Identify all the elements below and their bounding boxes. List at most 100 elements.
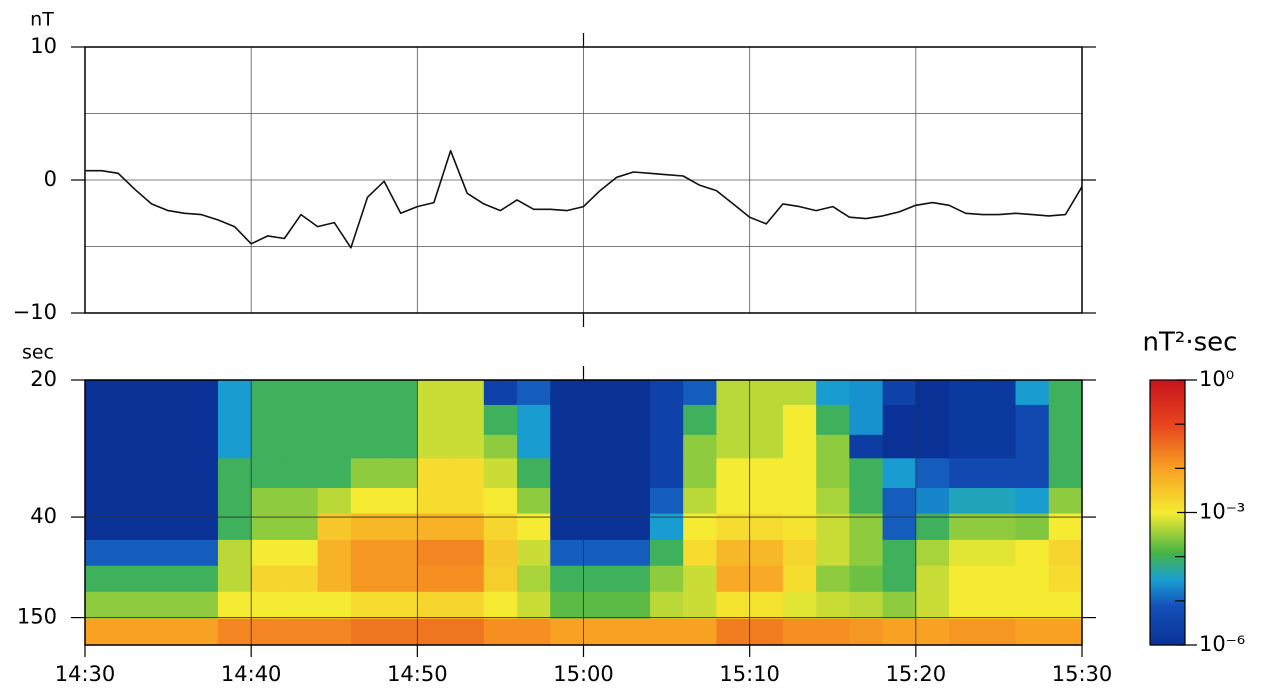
heatmap-cell bbox=[949, 591, 983, 620]
heatmap-cell bbox=[716, 618, 751, 646]
heatmap-cell bbox=[417, 487, 452, 515]
heatmap-cell bbox=[1048, 618, 1083, 646]
heatmap-cell bbox=[949, 618, 983, 646]
heatmap-cell bbox=[949, 565, 983, 593]
heatmap-cell bbox=[483, 458, 518, 489]
heatmap-cell bbox=[85, 513, 119, 541]
heatmap-cell bbox=[949, 458, 983, 489]
heatmap-cell bbox=[350, 458, 385, 489]
colorbar-swatch bbox=[1150, 596, 1185, 600]
heatmap-cell bbox=[1015, 618, 1050, 646]
heatmap-cell bbox=[85, 380, 119, 406]
heatmap-cell bbox=[85, 404, 119, 436]
heatmap-cell bbox=[184, 591, 219, 620]
heatmap-cell bbox=[1015, 539, 1050, 567]
colorbar-swatch bbox=[1150, 483, 1185, 487]
heatmap-cell bbox=[982, 487, 1017, 515]
colorbar-swatch bbox=[1150, 629, 1185, 633]
heatmap-cell bbox=[384, 591, 418, 620]
heatmap-cell bbox=[284, 487, 319, 515]
heatmap-cell bbox=[683, 591, 717, 620]
colorbar-swatch bbox=[1150, 419, 1185, 423]
heatmap-cell bbox=[483, 618, 518, 646]
heatmap-cell bbox=[517, 380, 551, 406]
colorbar-swatch bbox=[1150, 543, 1185, 547]
heatmap-cell bbox=[849, 618, 884, 646]
heatmap-cell bbox=[915, 404, 950, 436]
colorbar-swatch bbox=[1150, 576, 1185, 580]
heatmap-cell bbox=[1048, 565, 1083, 593]
heatmap-cell bbox=[583, 404, 618, 436]
heatmap-cell bbox=[882, 458, 917, 489]
heatmap-cell bbox=[184, 380, 219, 406]
heatmap-cell bbox=[151, 539, 186, 567]
heatmap-cell bbox=[317, 487, 352, 515]
heatmap-cell bbox=[1015, 487, 1050, 515]
heatmap-cell bbox=[118, 380, 152, 406]
colorbar-swatch bbox=[1150, 589, 1185, 593]
colorbar-swatch bbox=[1150, 393, 1185, 397]
colorbar-swatch bbox=[1150, 424, 1185, 427]
heatmap-cell bbox=[949, 404, 983, 436]
heatmap-cell bbox=[616, 404, 651, 436]
heatmap-cell bbox=[583, 618, 618, 646]
heatmap-cell bbox=[616, 513, 651, 541]
heatmap-cell bbox=[350, 434, 385, 459]
heatmap-cell bbox=[1015, 404, 1050, 436]
heatmap-cell bbox=[749, 487, 784, 515]
heatmap-cell bbox=[683, 513, 717, 541]
heatmap-cell bbox=[251, 380, 285, 406]
heatmap-cell bbox=[816, 513, 850, 541]
x-tick-label: 15:30 bbox=[1052, 662, 1113, 686]
colorbar-swatch bbox=[1150, 406, 1185, 410]
colorbar-swatch bbox=[1150, 457, 1185, 461]
heatmap-cell bbox=[915, 487, 950, 515]
heatmap-cell bbox=[683, 458, 717, 489]
heatmap-cell bbox=[949, 539, 983, 567]
heatmap-cell bbox=[882, 618, 917, 646]
heatmap-cell bbox=[683, 539, 717, 567]
heatmap-cell bbox=[649, 618, 684, 646]
heatmap-cell bbox=[151, 404, 186, 436]
heatmap-cell bbox=[151, 380, 186, 406]
heatmap-cell bbox=[517, 591, 551, 620]
colorbar-swatch bbox=[1150, 388, 1185, 392]
heatmap-cell bbox=[317, 591, 352, 620]
heatmap-cell bbox=[517, 434, 551, 459]
heatmap-cell bbox=[483, 513, 518, 541]
heatmap-cell bbox=[350, 618, 385, 646]
heatmap-cell bbox=[982, 434, 1017, 459]
heatmap-cell bbox=[982, 458, 1017, 489]
colorbar-swatch bbox=[1150, 523, 1185, 527]
heatmap-cell bbox=[550, 618, 584, 646]
heatmap-cell bbox=[616, 434, 651, 459]
colorbar-swatch bbox=[1150, 532, 1185, 536]
heatmap-cell bbox=[649, 404, 684, 436]
heatmap-cell bbox=[550, 458, 584, 489]
heatmap-cell bbox=[251, 618, 285, 646]
colorbar-swatch bbox=[1150, 490, 1185, 494]
heatmap-cell bbox=[184, 434, 219, 459]
colorbar-swatch bbox=[1150, 492, 1185, 496]
heatmap-cell bbox=[284, 565, 319, 593]
heatmap-cell bbox=[849, 487, 884, 515]
heatmap-cell bbox=[716, 487, 751, 515]
heatmap-cell bbox=[550, 380, 584, 406]
heatmap-cell bbox=[716, 513, 751, 541]
colorbar-swatch bbox=[1150, 607, 1185, 611]
heatmap-cell bbox=[251, 487, 285, 515]
heatmap-cell bbox=[649, 565, 684, 593]
heatmap-cell bbox=[184, 565, 219, 593]
heatmap-cell bbox=[450, 591, 485, 620]
heatmap-cell bbox=[450, 513, 485, 541]
colorbar-swatch bbox=[1150, 534, 1185, 538]
heatmap-cell bbox=[882, 565, 917, 593]
y-tick-label: 150 bbox=[17, 605, 57, 629]
heatmap-cell bbox=[483, 404, 518, 436]
heatmap-cell bbox=[517, 487, 551, 515]
heatmap-cell bbox=[1048, 539, 1083, 567]
colorbar-swatch bbox=[1150, 642, 1185, 646]
heatmap-cell bbox=[849, 539, 884, 567]
colorbar-title: nT²·sec bbox=[1143, 328, 1238, 358]
